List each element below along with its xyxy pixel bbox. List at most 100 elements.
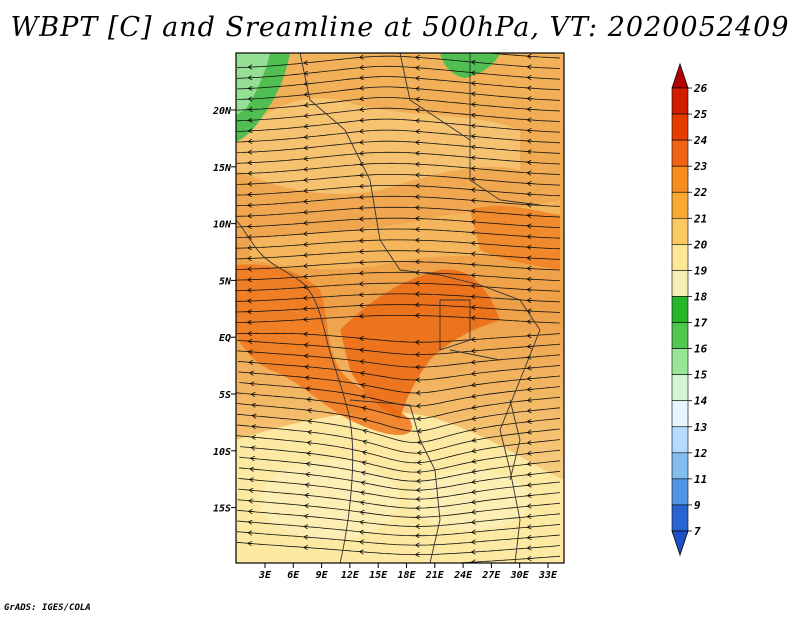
- colorbar-swatch: [671, 400, 689, 428]
- streamline-arrow: [473, 451, 477, 452]
- streamline-arrow: [473, 407, 477, 408]
- colorbar-swatch: [671, 165, 689, 193]
- lon-tick: 33E: [538, 563, 558, 581]
- streamline-arrow: [305, 126, 309, 127]
- streamline: [236, 129, 561, 144]
- colorbar-bottom-arrow: [671, 530, 689, 557]
- streamline-arrow: [363, 408, 368, 409]
- streamline: [236, 424, 561, 454]
- colorbar-label: 13: [694, 421, 708, 434]
- streamline: [236, 185, 561, 197]
- lon-tick: 3E: [258, 563, 272, 581]
- lat-tick: 10S: [213, 447, 236, 458]
- lat-tick-label: 5N: [219, 276, 232, 287]
- colorbar-swatch: [671, 348, 689, 375]
- streamline-arrow: [473, 385, 477, 386]
- lat-tick-label: 15N: [213, 163, 232, 174]
- streamline: [237, 509, 561, 527]
- streamline-arrow: [473, 471, 477, 472]
- streamline-arrow: [473, 461, 477, 462]
- lon-tick-label: 30E: [510, 570, 530, 581]
- streamline: [237, 86, 561, 101]
- colorbar-swatch: [671, 426, 689, 454]
- streamline-arrow: [364, 419, 368, 420]
- colorbar-label: 20: [693, 238, 708, 251]
- streamline-arrow: [361, 373, 366, 374]
- streamline: [237, 97, 561, 112]
- lon-tick: 6E: [287, 563, 300, 581]
- streamline-arrow: [361, 502, 366, 503]
- colorbar-label: 18: [694, 290, 708, 303]
- streamline-arrow: [473, 492, 477, 493]
- lon-tick-label: 18E: [397, 570, 416, 581]
- streamline-arrow: [362, 482, 366, 483]
- streamline-arrow: [473, 418, 477, 419]
- map-frame: [235, 52, 565, 564]
- colorbar-swatch: [671, 87, 689, 115]
- streamline: [236, 140, 561, 154]
- colorbar-swatch: [671, 113, 689, 141]
- streamline: [236, 250, 561, 260]
- lat-tick-label: EQ: [219, 333, 231, 344]
- lon-tick: 21E: [425, 563, 445, 581]
- streamline: [237, 488, 561, 509]
- lat-tick: 15S: [213, 504, 236, 515]
- lon-tick-label: 6E: [287, 570, 300, 581]
- colorbar-label: 12: [694, 447, 708, 460]
- lat-tick: 10N: [213, 220, 236, 231]
- streamline-arrow: [528, 453, 533, 454]
- colorbar-label: 14: [694, 395, 708, 408]
- colorbar-label: 24: [693, 134, 708, 147]
- colorbar-label: 21: [693, 212, 707, 225]
- colorbar-swatch: [671, 322, 689, 349]
- streamline: [236, 282, 561, 292]
- streamline: [236, 55, 561, 69]
- colorbar-swatch: [671, 191, 689, 219]
- streamline-arrow: [364, 431, 368, 432]
- streamline: [236, 392, 561, 420]
- streamline-arrow: [308, 410, 313, 411]
- streamline: [237, 350, 561, 368]
- streamline: [236, 339, 561, 355]
- streamline: [236, 206, 561, 218]
- colorbar-swatch: [671, 217, 689, 245]
- streamline-arrow: [307, 474, 311, 475]
- lon-tick: 24E: [453, 563, 473, 581]
- streamline: [236, 239, 561, 250]
- streamline: [236, 541, 561, 555]
- streamline: [237, 520, 561, 537]
- lon-tick-label: 27E: [481, 570, 501, 581]
- lon-tick: 15E: [369, 563, 388, 581]
- streamline: [236, 271, 561, 281]
- lat-tick-label: 15S: [213, 504, 231, 515]
- streamline-layer: [236, 53, 561, 563]
- lon-tick: 12E: [341, 563, 360, 581]
- streamline: [236, 413, 561, 444]
- streamline-arrow: [473, 512, 477, 513]
- colorbar-swatch: [671, 452, 689, 480]
- streamline-arrow: [308, 443, 313, 444]
- streamline-arrow: [361, 522, 365, 523]
- lat-tick-label: 20N: [212, 106, 232, 117]
- streamline-arrow: [473, 429, 477, 430]
- streamline: [237, 76, 561, 91]
- colorbar-label: 25: [693, 108, 708, 121]
- streamline-arrow: [362, 492, 366, 493]
- lon-tick-label: 24E: [453, 570, 473, 581]
- grads-credit: GrADS: IGES/COLA: [4, 603, 91, 613]
- colorbar-label: 17: [694, 317, 708, 330]
- streamline: [236, 217, 561, 228]
- colorbar-label: 26: [693, 82, 708, 95]
- streamline: [237, 361, 561, 381]
- streamline-arrow: [473, 396, 477, 397]
- lat-tick: 20N: [212, 106, 236, 117]
- streamline: [236, 315, 561, 324]
- streamline: [236, 304, 561, 313]
- lat-tick: 15N: [213, 163, 236, 174]
- colorbar-label: 23: [693, 160, 708, 173]
- lon-tick-label: 12E: [341, 570, 360, 581]
- colorbar: 26 25 24 23 22 21 20 19 18 17 16 15 14 13 12 11 9 7: [671, 62, 708, 557]
- streamline-arrow: [528, 432, 533, 433]
- lat-tick: 5S: [219, 390, 236, 401]
